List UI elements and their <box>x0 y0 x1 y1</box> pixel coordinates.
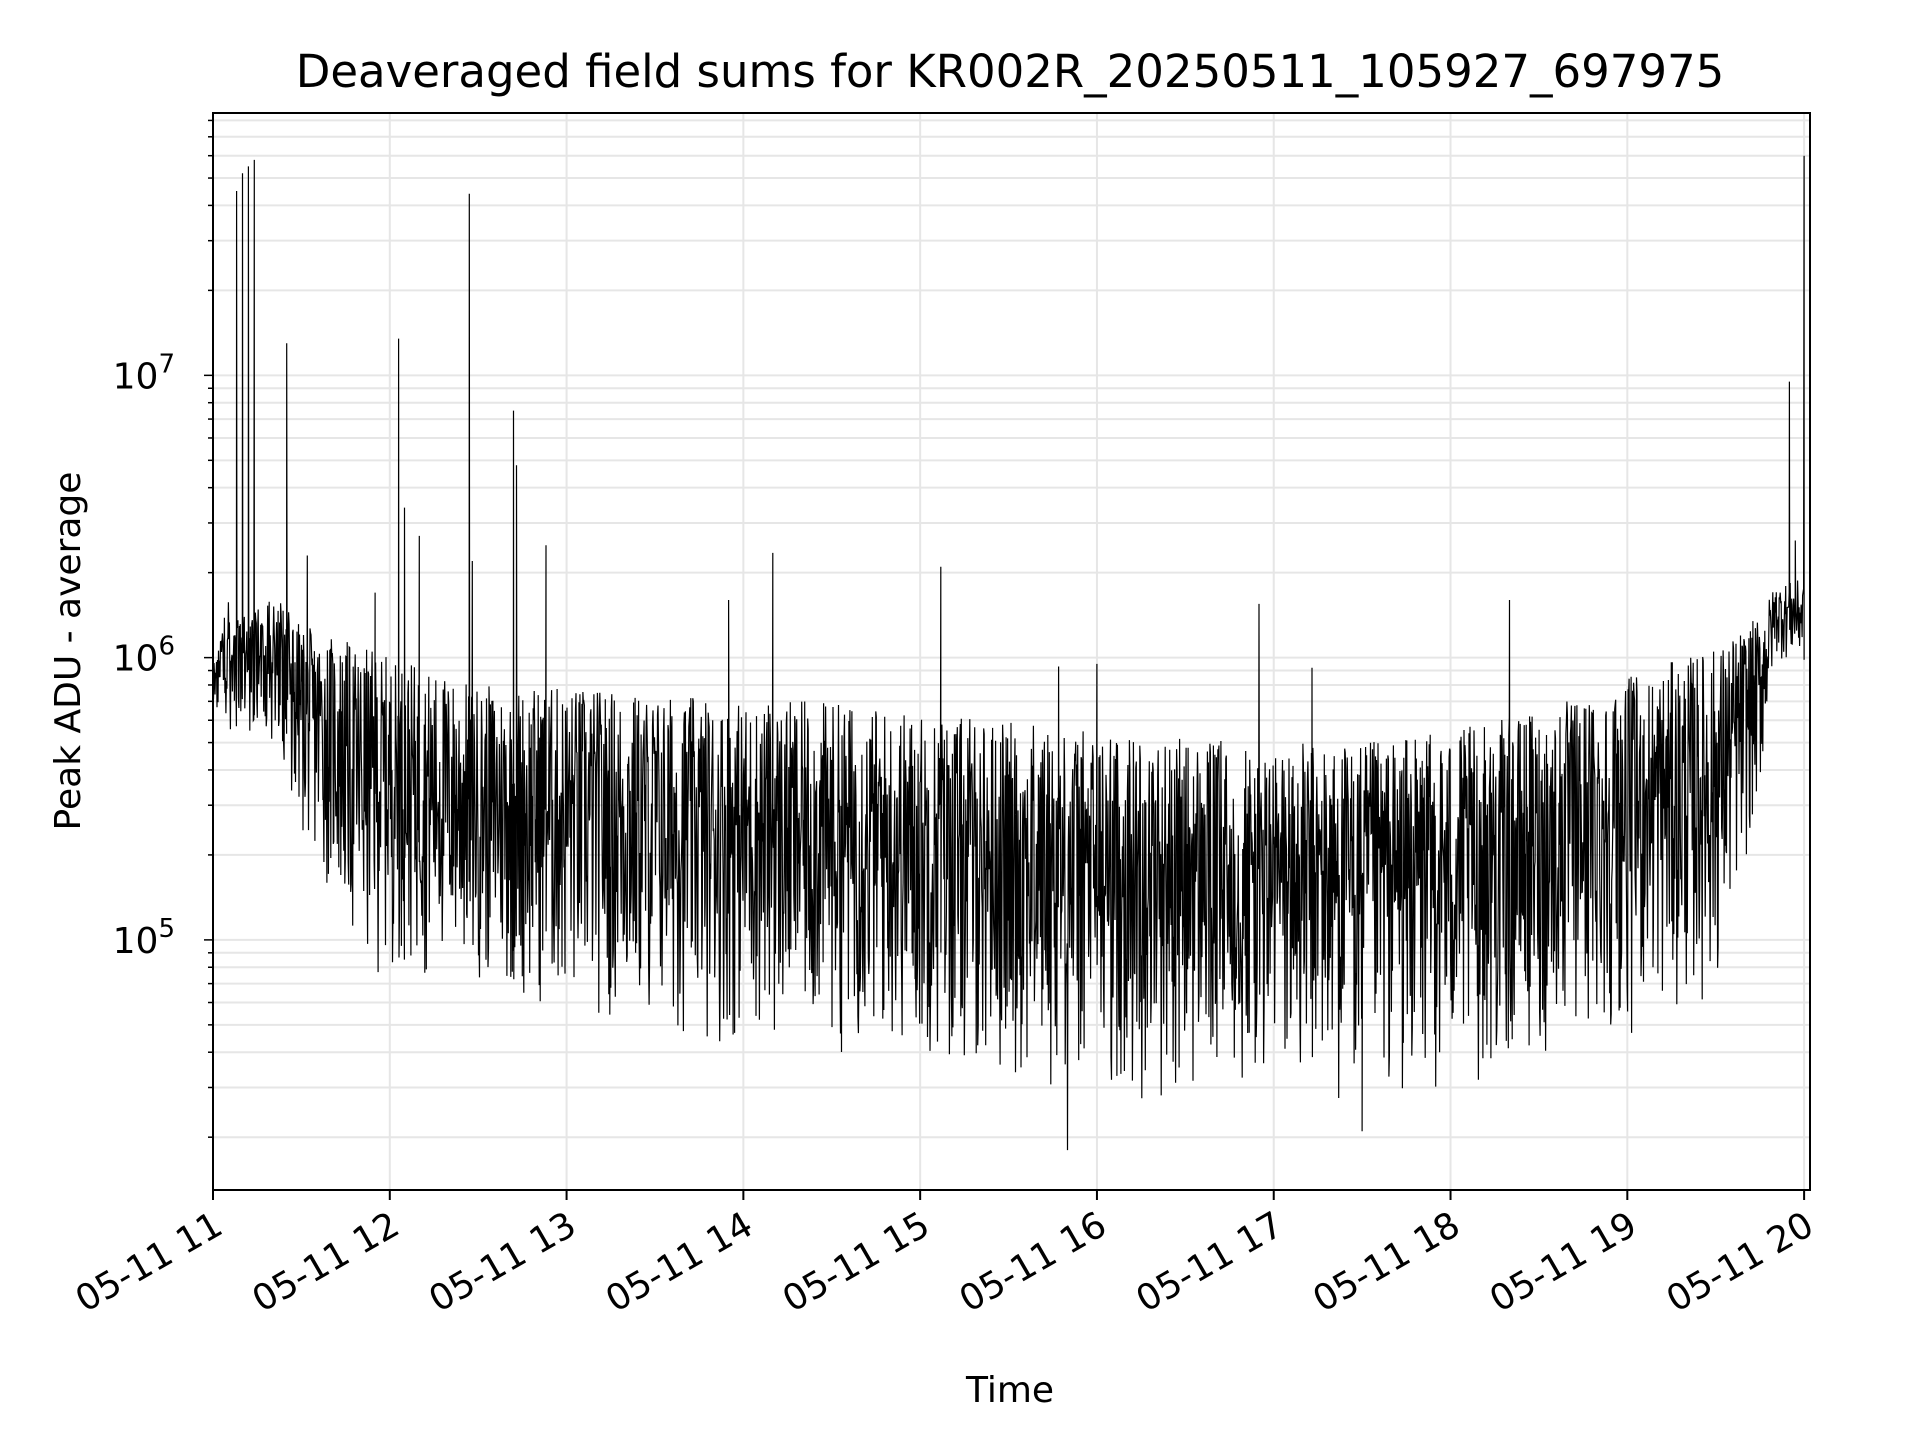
y-axis: 105 106 107 <box>113 119 213 1138</box>
y-tick-label: 105 <box>113 914 175 962</box>
y-axis-label: Peak ADU - average <box>48 472 89 831</box>
chart-title: Deaveraged field sums for KR002R_2025051… <box>296 45 1725 98</box>
y-tick-label: 106 <box>113 632 175 680</box>
y-tick-label: 107 <box>113 349 175 397</box>
plot-area <box>212 155 1805 1151</box>
series-line <box>212 155 1805 1151</box>
axes-frame <box>212 112 1811 1191</box>
x-axis-label: Time <box>965 1370 1054 1411</box>
